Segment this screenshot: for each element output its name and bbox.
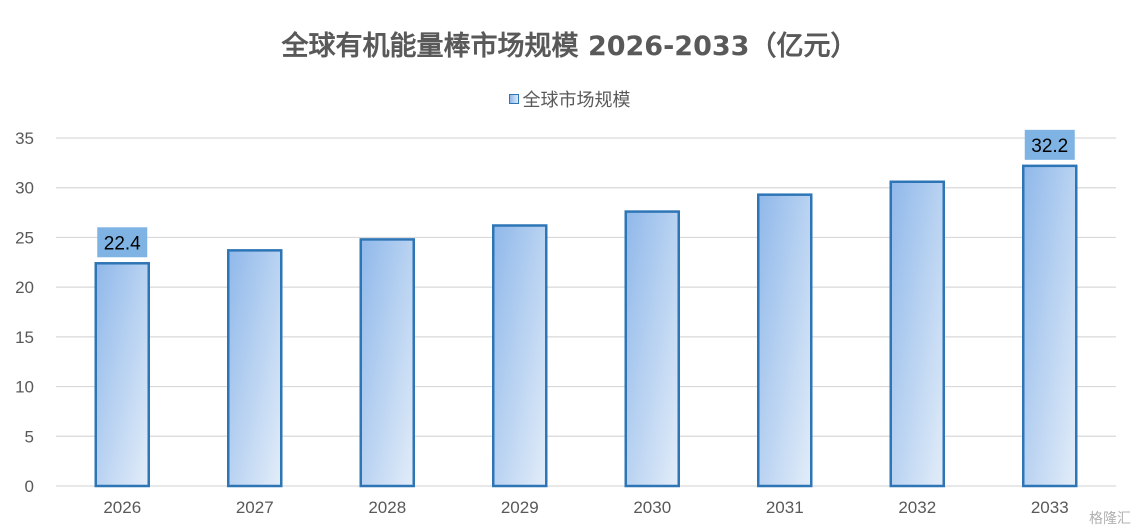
- bar-2033: [1022, 164, 1078, 488]
- y-tick-label: 10: [15, 378, 34, 397]
- x-tick-label: 2032: [898, 498, 936, 517]
- chart-title: 全球有机能量棒市场规模 2026-2033（亿元）: [281, 31, 858, 62]
- x-tick-label: 2031: [766, 498, 804, 517]
- y-tick-label: 35: [15, 129, 34, 148]
- bar-2030: [624, 210, 680, 488]
- data-label: 32.2: [1031, 136, 1068, 157]
- x-tick-label: 2033: [1031, 498, 1069, 517]
- bar-2028: [359, 238, 415, 488]
- y-tick-label: 15: [15, 328, 34, 347]
- x-axis-ticks: 2026 2027 2028 2029 2030 2031 2032 2033: [103, 498, 1068, 517]
- x-tick-label: 2030: [633, 498, 671, 517]
- bars: [94, 164, 1078, 488]
- x-tick-label: 2027: [236, 498, 274, 517]
- data-label-bg: [97, 227, 148, 258]
- watermark: 格隆汇: [1089, 511, 1131, 527]
- y-tick-label: 25: [15, 228, 34, 247]
- bar-2026: [94, 262, 150, 488]
- bar-2032: [889, 180, 945, 488]
- data-label-bg: [1024, 129, 1075, 160]
- bar-2031: [757, 193, 813, 488]
- chart-legend: 全球市场规模: [0, 86, 1139, 112]
- x-tick-label: 2029: [501, 498, 539, 517]
- y-axis-ticks: 0 5 10 15 20 25 30 35: [15, 129, 34, 496]
- bar-2027: [227, 249, 283, 488]
- y-tick-label: 5: [25, 427, 34, 446]
- x-tick-label: 2026: [103, 498, 141, 517]
- x-tick-label: 2028: [368, 498, 406, 517]
- bar-2029: [492, 224, 548, 488]
- legend-label: 全球市场规模: [522, 90, 631, 111]
- y-tick-label: 20: [15, 278, 34, 297]
- legend-swatch: [508, 94, 519, 104]
- y-tick-label: 0: [25, 477, 34, 496]
- data-labels: 22.4 32.2: [97, 129, 1075, 258]
- gridlines: [56, 137, 1116, 487]
- data-label: 22.4: [104, 233, 141, 254]
- y-tick-label: 30: [15, 179, 34, 198]
